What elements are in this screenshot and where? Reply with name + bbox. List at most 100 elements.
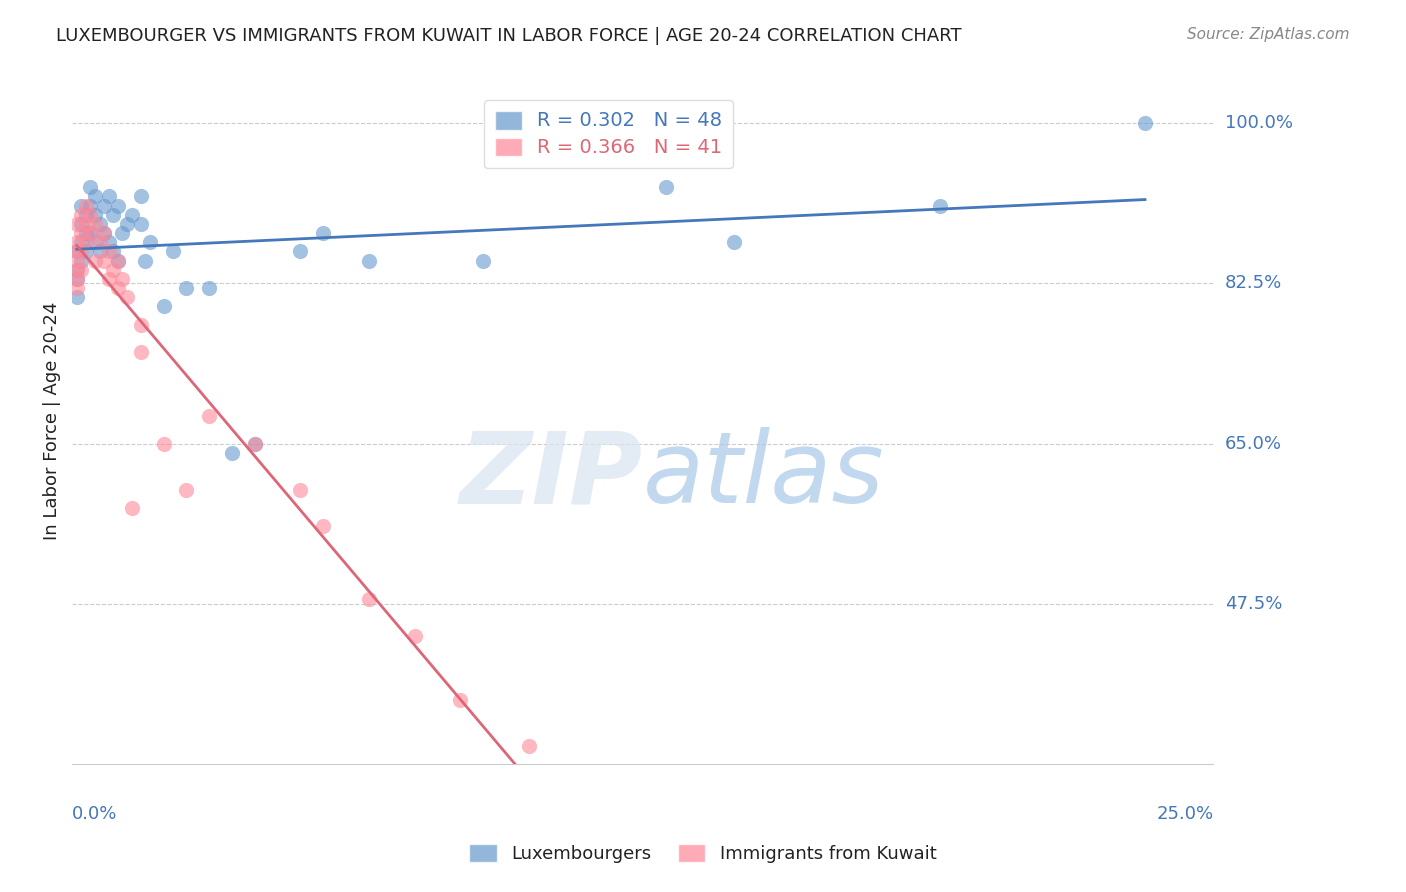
Point <box>79 199 101 213</box>
Point <box>66 262 89 277</box>
Point <box>121 500 143 515</box>
Y-axis label: In Labor Force | Age 20-24: In Labor Force | Age 20-24 <box>44 301 60 540</box>
Point <box>75 199 97 213</box>
Point <box>312 226 335 240</box>
Point <box>79 226 101 240</box>
Point <box>111 272 134 286</box>
Point <box>129 318 152 332</box>
Point <box>84 235 107 250</box>
Point <box>357 253 380 268</box>
Point <box>449 693 471 707</box>
Point <box>198 281 221 295</box>
Point <box>79 208 101 222</box>
Point <box>290 483 312 497</box>
Point <box>357 592 380 607</box>
Text: 82.5%: 82.5% <box>1225 275 1282 293</box>
Point <box>97 189 120 203</box>
Point <box>107 253 129 268</box>
Point <box>107 253 129 268</box>
Point <box>93 226 115 240</box>
Text: 100.0%: 100.0% <box>1225 114 1292 132</box>
Point <box>93 253 115 268</box>
Point <box>79 226 101 240</box>
Point <box>70 217 93 231</box>
Point <box>75 235 97 250</box>
Point <box>66 272 89 286</box>
Legend: Luxembourgers, Immigrants from Kuwait: Luxembourgers, Immigrants from Kuwait <box>458 833 948 874</box>
Point <box>75 217 97 231</box>
Text: atlas: atlas <box>643 427 884 524</box>
Point <box>107 199 129 213</box>
Point <box>312 519 335 533</box>
Point <box>517 739 540 753</box>
Point <box>66 272 89 286</box>
Point <box>66 235 89 250</box>
Point <box>103 244 125 259</box>
Point <box>75 208 97 222</box>
Point <box>66 262 89 277</box>
Point <box>176 281 198 295</box>
Text: 47.5%: 47.5% <box>1225 595 1282 613</box>
Point <box>70 253 93 268</box>
Point <box>66 290 89 304</box>
Point <box>129 189 152 203</box>
Text: 25.0%: 25.0% <box>1156 805 1213 823</box>
Point <box>66 281 89 295</box>
Point <box>176 483 198 497</box>
Point <box>93 199 115 213</box>
Point <box>79 180 101 194</box>
Text: ZIP: ZIP <box>460 427 643 524</box>
Point <box>107 281 129 295</box>
Point <box>84 253 107 268</box>
Point <box>162 244 184 259</box>
Point <box>152 436 174 450</box>
Point <box>243 436 266 450</box>
Point <box>221 446 243 460</box>
Point <box>66 217 89 231</box>
Point <box>89 244 111 259</box>
Point <box>198 409 221 424</box>
Point <box>84 208 107 222</box>
Point <box>89 217 111 231</box>
Point <box>152 299 174 313</box>
Point <box>243 436 266 450</box>
Text: Source: ZipAtlas.com: Source: ZipAtlas.com <box>1187 27 1350 42</box>
Point <box>84 217 107 231</box>
Point <box>290 244 312 259</box>
Point <box>121 208 143 222</box>
Text: LUXEMBOURGER VS IMMIGRANTS FROM KUWAIT IN LABOR FORCE | AGE 20-24 CORRELATION CH: LUXEMBOURGER VS IMMIGRANTS FROM KUWAIT I… <box>56 27 962 45</box>
Point <box>134 253 156 268</box>
Point <box>70 208 93 222</box>
Point <box>928 199 950 213</box>
Point <box>70 226 93 240</box>
Point <box>97 235 120 250</box>
Point <box>70 244 93 259</box>
Point <box>66 253 89 268</box>
Point <box>472 253 495 268</box>
Text: 65.0%: 65.0% <box>1225 434 1282 453</box>
Point <box>70 235 93 250</box>
Text: 0.0%: 0.0% <box>72 805 118 823</box>
Point <box>66 244 89 259</box>
Point <box>97 244 120 259</box>
Point <box>139 235 162 250</box>
Point <box>129 217 152 231</box>
Point <box>66 244 89 259</box>
Point <box>93 226 115 240</box>
Point <box>89 235 111 250</box>
Legend: R = 0.302   N = 48, R = 0.366   N = 41: R = 0.302 N = 48, R = 0.366 N = 41 <box>485 100 733 168</box>
Point <box>84 189 107 203</box>
Point <box>75 226 97 240</box>
Point <box>103 208 125 222</box>
Point <box>654 180 676 194</box>
Point <box>75 244 97 259</box>
Point <box>115 217 138 231</box>
Point <box>1133 116 1156 130</box>
Point <box>103 262 125 277</box>
Point <box>111 226 134 240</box>
Point <box>70 262 93 277</box>
Point <box>723 235 745 250</box>
Point <box>97 272 120 286</box>
Point <box>129 345 152 359</box>
Point <box>404 629 426 643</box>
